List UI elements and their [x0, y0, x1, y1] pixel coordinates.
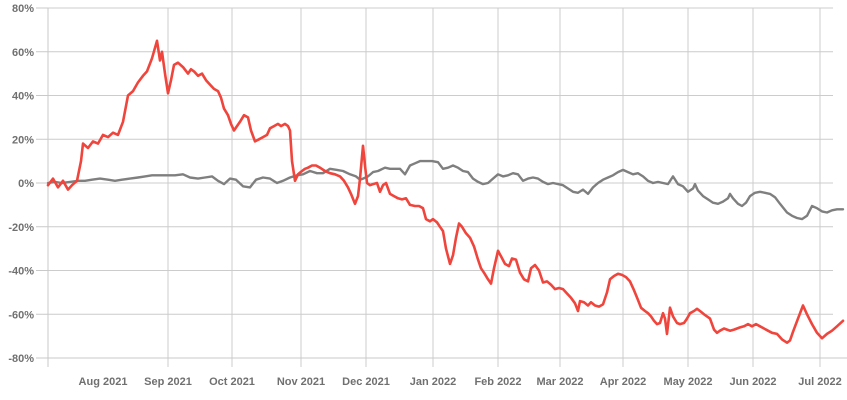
y-axis-label: 80%	[12, 3, 34, 15]
y-axis-label: -40%	[8, 266, 34, 278]
y-axis-label: 20%	[12, 134, 34, 146]
series-group	[46, 39, 845, 345]
x-axis-label: Jun 2022	[729, 376, 776, 388]
x-axis-label: Nov 2021	[277, 376, 325, 388]
y-axis-label: -80%	[8, 353, 34, 365]
y-axis-label: 0%	[18, 178, 34, 190]
y-axis-label: -20%	[8, 222, 34, 234]
y-axis-label: 60%	[12, 47, 34, 59]
red-series-line	[46, 39, 845, 345]
x-axis-label: Apr 2022	[600, 376, 646, 388]
x-axis-label: Feb 2022	[474, 376, 521, 388]
x-axis-label: Dec 2021	[342, 376, 390, 388]
x-axis-label: Mar 2022	[536, 376, 583, 388]
x-axis-label: May 2022	[664, 376, 713, 388]
x-axis-label: Jul 2022	[798, 376, 841, 388]
x-axis-label: Sep 2021	[144, 376, 192, 388]
x-axis-label: Aug 2021	[79, 376, 128, 388]
y-axis-label: 40%	[12, 91, 34, 103]
gray-series-line	[46, 159, 845, 221]
gridlines-group	[48, 7, 833, 367]
axes-group	[36, 7, 847, 367]
axis-labels-group: 80% 60% 40% 20% 0% -20% -40% -60% -80% Aug 2021 Se…	[8, 3, 841, 388]
x-axis-label: Jan 2022	[410, 376, 456, 388]
x-axis-label: Oct 2021	[209, 376, 255, 388]
y-axis-label: -60%	[8, 309, 34, 321]
